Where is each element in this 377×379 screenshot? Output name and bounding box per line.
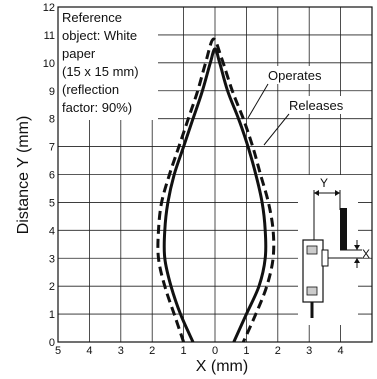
annotation-line-4: (15 x 15 mm) bbox=[62, 64, 139, 79]
annotation-line-6: factor: 90%) bbox=[62, 100, 132, 115]
y-tick-label: 10 bbox=[43, 58, 55, 70]
y-tick-label: 4 bbox=[49, 225, 55, 237]
y-tick-label: 2 bbox=[49, 281, 55, 293]
x-axis-label: X (mm) bbox=[196, 358, 248, 375]
x-tick-label: 3 bbox=[118, 345, 124, 357]
releases-label-bg bbox=[286, 96, 356, 114]
x-tick-label: 5 bbox=[55, 345, 61, 357]
y-tick-label: 9 bbox=[49, 86, 55, 98]
x-tick-label: 1 bbox=[243, 345, 249, 357]
y-tick-label: 5 bbox=[49, 197, 55, 209]
series-line-operates bbox=[162, 47, 268, 343]
annotation-line-2: object: White bbox=[62, 28, 137, 43]
y-tick-label: 8 bbox=[49, 114, 55, 126]
series-line-releases bbox=[156, 37, 276, 343]
y-tick-label: 7 bbox=[49, 142, 55, 154]
x-tick-label: 4 bbox=[338, 345, 344, 357]
y-axis-label: Distance Y (mm) bbox=[15, 116, 32, 235]
curves bbox=[156, 37, 276, 343]
operates-label-bg bbox=[265, 66, 335, 84]
annotation-line-5: (reflection bbox=[62, 82, 119, 97]
x-tick-label: 1 bbox=[181, 345, 187, 357]
inset-x-label: X bbox=[362, 247, 370, 261]
inset-y-label: Y bbox=[320, 176, 328, 190]
x-tick-label: 3 bbox=[306, 345, 312, 357]
y-tick-label: 11 bbox=[44, 30, 55, 42]
y-tick-label: 3 bbox=[49, 253, 55, 265]
y-tick-label: 6 bbox=[49, 170, 55, 182]
releases-label: Releases bbox=[289, 98, 344, 113]
x-tick-label: 2 bbox=[275, 345, 281, 357]
operates-leader bbox=[247, 83, 269, 119]
annotation-line-1: Reference bbox=[62, 10, 122, 25]
y-tick-label: 1 bbox=[49, 309, 55, 321]
x-tick-label: 0 bbox=[212, 345, 218, 357]
sensor-inset-diagram: Y X bbox=[298, 175, 370, 325]
operates-label: Operates bbox=[268, 68, 322, 83]
x-tick-label: 2 bbox=[149, 345, 155, 357]
y-tick-label: 12 bbox=[43, 2, 55, 14]
plot-border bbox=[57, 6, 373, 343]
releases-leader bbox=[263, 113, 290, 146]
annotation-box bbox=[58, 7, 158, 120]
x-tick-label: 4 bbox=[86, 345, 92, 357]
y-tick-label: 0 bbox=[49, 337, 55, 349]
annotation-line-3: paper bbox=[62, 46, 96, 61]
